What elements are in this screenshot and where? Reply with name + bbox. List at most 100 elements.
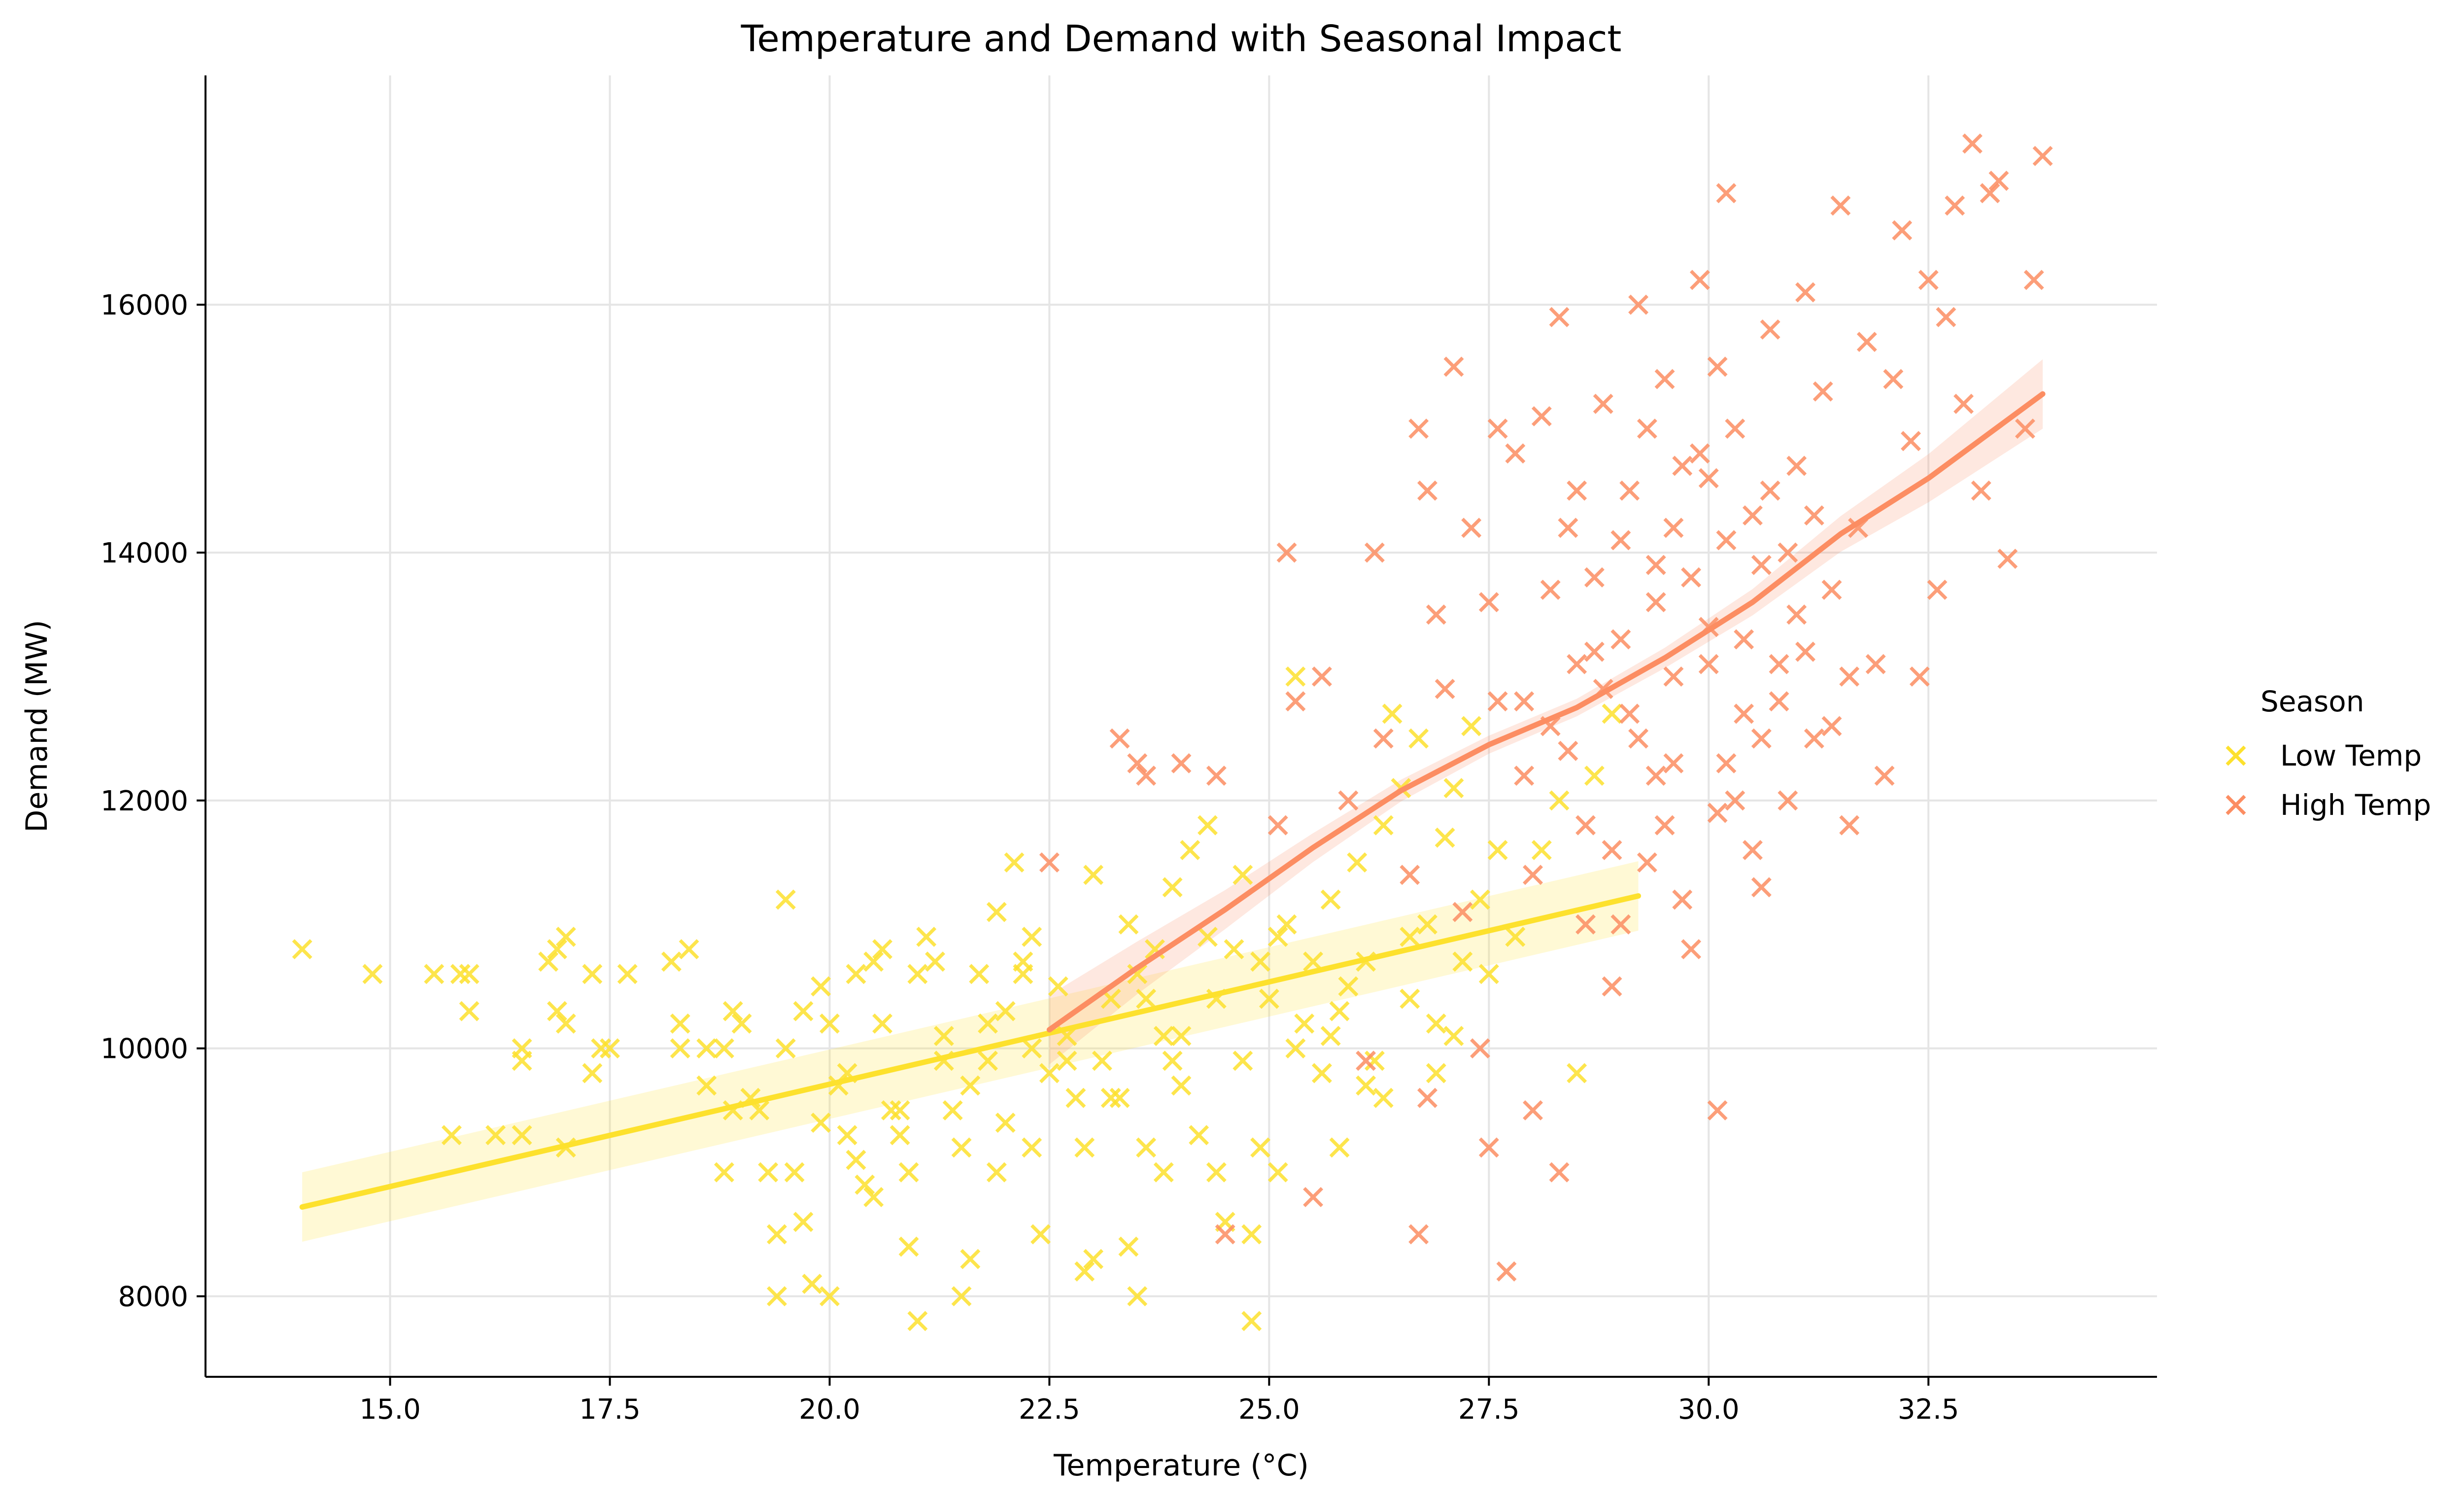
legend-label: Low Temp (2280, 739, 2422, 772)
data-point (714, 1162, 734, 1183)
data-point (1250, 1137, 1271, 1158)
data-point (1259, 988, 1279, 1009)
data-point (1716, 183, 1737, 204)
data-point (793, 1001, 814, 1021)
data-point (1198, 926, 1218, 947)
data-point (1602, 839, 1622, 860)
data-point (1584, 766, 1605, 786)
data-point (661, 951, 682, 972)
data-point (1232, 865, 1253, 885)
data-point (1109, 1087, 1130, 1108)
data-point (1022, 1038, 1042, 1059)
data-point (582, 964, 603, 984)
data-point (1927, 579, 1948, 600)
data-point (1426, 1013, 1446, 1034)
data-point (1962, 133, 1983, 154)
y-tick-label: 16000 (101, 289, 188, 321)
data-point (1751, 877, 1772, 898)
data-point (1267, 926, 1288, 947)
data-point (766, 1286, 787, 1307)
data-point (872, 939, 892, 960)
data-point (1830, 195, 1851, 216)
data-point (1294, 1013, 1315, 1034)
data-point (512, 1050, 532, 1071)
data-point (670, 1038, 690, 1059)
data-point (1329, 1137, 1350, 1158)
data-point (933, 1026, 954, 1047)
data-point (696, 1038, 717, 1059)
data-point (898, 1236, 919, 1257)
data-point (1153, 1162, 1174, 1183)
data-point (1400, 988, 1420, 1009)
data-point (1320, 889, 1341, 910)
data-point (1531, 839, 1552, 860)
legend-title: Season (2260, 685, 2364, 718)
data-point (1645, 766, 1666, 786)
data-point (424, 964, 445, 984)
data-point (1795, 641, 1815, 662)
data-point (1540, 579, 1561, 600)
data-point (1417, 914, 1437, 935)
data-point (1276, 542, 1297, 563)
data-point (1364, 1050, 1385, 1071)
data-point (1549, 790, 1570, 811)
data-point (1461, 518, 1482, 538)
data-point (951, 1286, 972, 1307)
x-tick-label: 32.5 (1898, 1394, 1959, 1426)
data-point (1645, 592, 1666, 613)
data-point (1813, 381, 1833, 402)
data-point (1689, 443, 1710, 464)
data-point (1610, 914, 1631, 935)
trend-line (1046, 391, 2046, 1033)
legend-marker (2225, 745, 2246, 766)
data-point (1980, 183, 2000, 204)
data-point (1610, 530, 1631, 551)
data-point (1329, 1001, 1350, 1021)
data-point (1285, 1038, 1306, 1059)
data-point (1030, 1224, 1051, 1245)
data-point (1057, 1050, 1077, 1071)
data-point (441, 1125, 462, 1146)
data-point (1232, 1050, 1253, 1071)
data-point (1136, 766, 1157, 786)
data-point (1769, 654, 1789, 674)
data-point (1136, 1137, 1157, 1158)
data-point (1285, 666, 1306, 687)
data-point (1786, 455, 1807, 476)
data-point (898, 1162, 919, 1183)
data-point (1856, 332, 1877, 352)
data-point (1074, 1261, 1095, 1282)
data-point (1619, 703, 1640, 724)
data-point (547, 939, 567, 960)
data-point (1189, 1125, 1209, 1146)
data-point (1663, 518, 1684, 538)
data-point (1549, 1162, 1570, 1183)
data-point (731, 1013, 752, 1034)
data-point (1364, 542, 1385, 563)
x-tick-label: 30.0 (1678, 1394, 1740, 1426)
data-point (1198, 815, 1218, 836)
data-point (960, 1249, 981, 1269)
data-point (1821, 716, 1842, 736)
data-point (846, 964, 866, 984)
data-point (1953, 393, 1974, 414)
data-point (846, 1150, 866, 1170)
data-point (1531, 406, 1552, 426)
data-point (1988, 171, 2009, 191)
data-point (1022, 926, 1042, 947)
data-point (1083, 865, 1104, 885)
x-tick-label: 20.0 (799, 1394, 860, 1426)
data-point (1461, 716, 1482, 736)
data-point (1698, 654, 1719, 674)
data-point (1716, 753, 1737, 773)
data-point (459, 964, 479, 984)
data-point (1206, 766, 1227, 786)
data-point (1100, 1087, 1121, 1108)
data-point (1074, 1137, 1095, 1158)
data-point (1575, 815, 1596, 836)
data-point (1022, 1137, 1042, 1158)
data-point (1804, 728, 1824, 749)
data-point (1171, 753, 1192, 773)
data-point (1408, 419, 1429, 439)
